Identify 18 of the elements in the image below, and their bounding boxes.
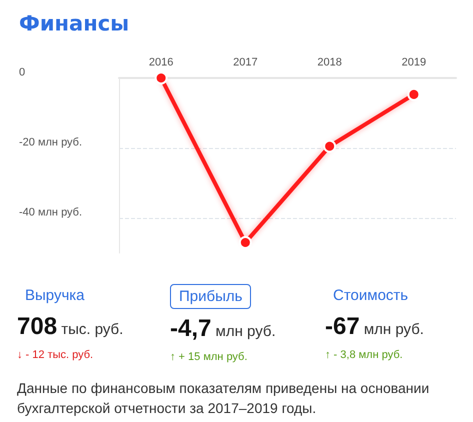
x-tick-label: 2019 xyxy=(402,56,426,68)
chart-title: Финансы xyxy=(19,12,130,36)
text: Стоимость xyxy=(332,286,410,306)
y-tick-label: -20 млн руб. xyxy=(19,136,82,148)
text: -4,7 млн руб. xyxy=(170,315,277,343)
y-tick-label: 0 xyxy=(19,66,26,78)
text: ↑ - 3,8 млн руб. xyxy=(325,349,404,361)
text: Данные по финансовым показателям приведены на основании бухгалтерской отчетности за 2017–2019 годы. xyxy=(17,379,430,418)
text: -67 млн руб. xyxy=(325,313,425,341)
x-tick-label: 2017 xyxy=(233,56,258,68)
text: Выручка xyxy=(24,286,86,306)
text: Прибыль xyxy=(170,284,252,309)
text: ↓ - 12 тыс. руб. xyxy=(17,349,94,361)
x-tick-label: 2018 xyxy=(317,56,342,68)
x-tick-label: 2016 xyxy=(148,56,174,68)
text: ↑ + 15 млн руб. xyxy=(170,351,248,363)
y-tick-label: -40 млн руб. xyxy=(19,206,82,218)
text: 708 тыс. руб. xyxy=(17,313,124,341)
